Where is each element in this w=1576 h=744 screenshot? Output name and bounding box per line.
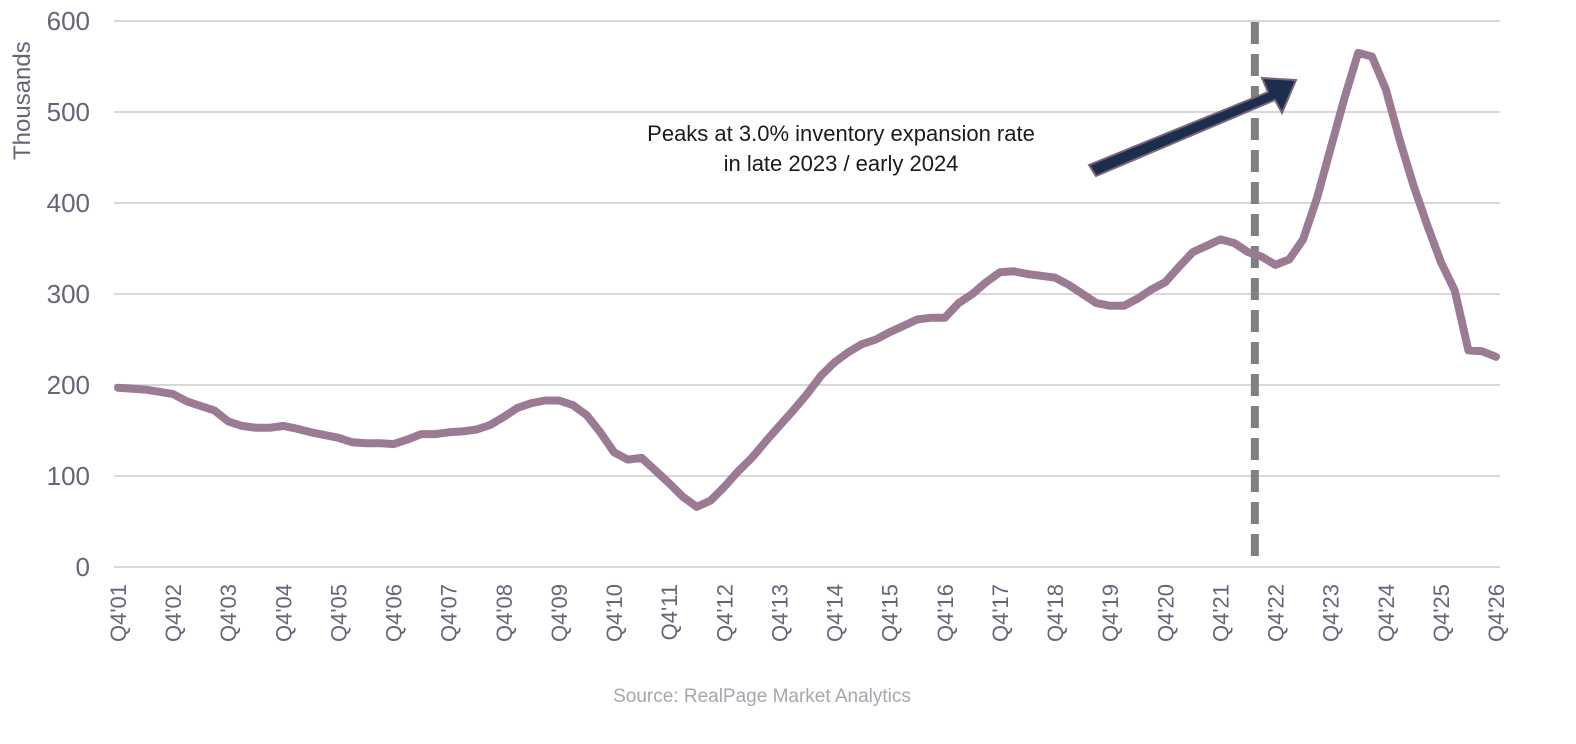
x-tick-label: Q4'07 [437, 584, 462, 642]
y-tick-label: 100 [47, 461, 90, 491]
x-tick-label: Q4'26 [1484, 584, 1509, 642]
x-tick-label: Q4'23 [1319, 584, 1344, 642]
x-tick-label: Q4'17 [988, 584, 1013, 642]
x-tick-label: Q4'08 [492, 584, 517, 642]
annotation-line-2: in late 2023 / early 2024 [724, 151, 959, 176]
x-tick-label: Q4'09 [547, 584, 572, 642]
x-tick-label: Q4'01 [106, 584, 131, 642]
y-tick-label: 600 [47, 6, 90, 36]
x-tick-label: Q4'04 [271, 584, 296, 642]
y-axis-label: Thousands [9, 41, 36, 160]
y-tick-label: 200 [47, 370, 90, 400]
source-note: Source: RealPage Market Analytics [613, 686, 911, 707]
series-line-inventory-expansion [114, 48, 1500, 511]
x-tick-label: Q4'12 [712, 584, 737, 642]
x-tick-label: Q4'21 [1208, 584, 1233, 642]
x-axis-ticks: Q4'01 Q4'02 Q4'03 Q4'04 Q4'05 Q4'06 Q4'07 Q4'08… [106, 584, 1509, 642]
x-tick-label: Q4'10 [602, 584, 627, 642]
x-tick-label: Q4'02 [161, 584, 186, 642]
x-tick-label: Q4'22 [1264, 584, 1289, 642]
x-tick-label: Q4'03 [216, 584, 241, 642]
x-tick-label: Q4'19 [1098, 584, 1123, 642]
x-tick-label: Q4'11 [657, 584, 682, 640]
y-tick-label: 500 [47, 97, 90, 127]
y-tick-label: 300 [47, 279, 90, 309]
x-tick-label: Q4'14 [823, 584, 848, 642]
x-tick-label: Q4'25 [1429, 584, 1454, 642]
y-tick-label: 400 [47, 188, 90, 218]
annotation-line-1: Peaks at 3.0% inventory expansion rate [647, 121, 1035, 146]
x-tick-label: Q4'18 [1043, 584, 1068, 642]
x-tick-label: Q4'24 [1374, 584, 1399, 642]
annotation-arrow-icon [1087, 76, 1298, 178]
x-tick-label: Q4'15 [878, 584, 903, 642]
x-tick-label: Q4'05 [326, 584, 351, 642]
x-tick-label: Q4'16 [933, 584, 958, 642]
gridlines [114, 20, 1500, 568]
x-tick-label: Q4'13 [767, 584, 792, 642]
annotation: Peaks at 3.0% inventory expansion rate i… [647, 76, 1298, 178]
x-tick-label: Q4'06 [382, 584, 407, 642]
y-axis-ticks: 0 100 200 300 400 500 600 [47, 6, 90, 582]
x-tick-label: Q4'20 [1153, 584, 1178, 642]
y-tick-label: 0 [76, 552, 90, 582]
